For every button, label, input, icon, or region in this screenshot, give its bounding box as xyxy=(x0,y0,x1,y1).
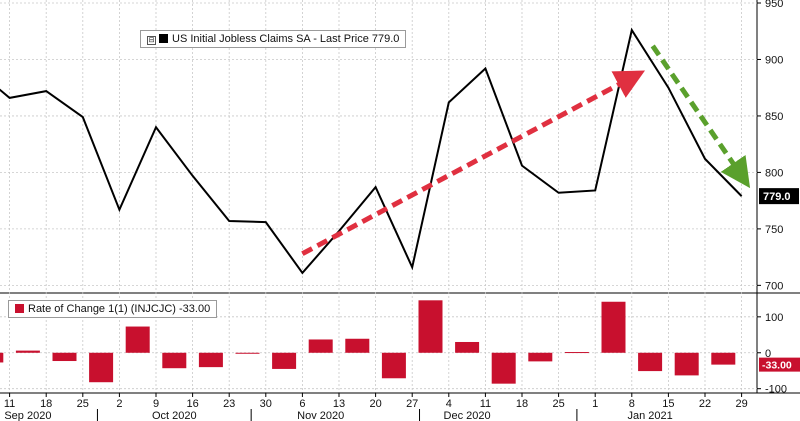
x-tick-label: 25 xyxy=(77,398,89,410)
x-tick-label: 18 xyxy=(516,398,528,410)
x-tick-label: 15 xyxy=(662,398,674,410)
x-tick-label: 25 xyxy=(552,398,564,410)
x-month-label: Nov 2020 xyxy=(297,410,344,421)
y-tick-label: 100 xyxy=(765,312,783,324)
last-value-badge xyxy=(759,357,800,372)
rate-of-change-bar xyxy=(198,352,223,368)
rate-of-change-bar xyxy=(89,352,114,383)
rate-of-change-bar xyxy=(162,352,187,369)
rate-of-change-bar xyxy=(272,352,297,369)
x-tick-label: 13 xyxy=(333,398,345,410)
legend-rate-of-change[interactable]: Rate of Change 1(1) (INJCJC) -33.00 xyxy=(8,300,218,318)
jobless-claims-panel: 700 750 800 850 900 950 779.0 xyxy=(0,0,800,393)
y-tick-label: 0 xyxy=(765,348,771,360)
x-tick-label: 2 xyxy=(116,398,122,410)
rate-of-change-bar xyxy=(528,352,553,362)
legend-label: Rate of Change 1(1) (INJCJC) -33.00 xyxy=(28,303,211,315)
x-tick-label: 11 xyxy=(4,398,15,410)
rate-of-change-bar xyxy=(711,352,736,365)
y-tick-label: 750 xyxy=(765,224,783,236)
rate-of-change-bar xyxy=(308,339,333,353)
rate-of-change-bar xyxy=(52,352,77,362)
legend-swatch-black xyxy=(159,34,168,43)
x-tick-label: 1 xyxy=(592,398,598,410)
y-tick-label: 950 xyxy=(765,0,783,10)
legend-label: US Initial Jobless Claims SA - Last Pric… xyxy=(172,33,400,45)
x-tick-label: 16 xyxy=(186,398,198,410)
y-tick-label: 900 xyxy=(765,54,783,66)
x-tick-label: 18 xyxy=(40,398,52,410)
x-tick-label: 20 xyxy=(369,398,381,410)
rate-of-change-bar xyxy=(345,338,370,353)
rate-of-change-bar xyxy=(381,352,406,379)
last-value-badge xyxy=(759,188,799,205)
rate-of-change-bar xyxy=(125,326,150,353)
x-tick-label: 27 xyxy=(406,398,418,410)
legend-jobless-claims[interactable]: ⊟ US Initial Jobless Claims SA - Last Pri… xyxy=(140,30,407,48)
collapse-icon[interactable]: ⊟ xyxy=(147,36,156,45)
x-month-label: Dec 2020 xyxy=(444,410,491,421)
y-tick-label: -100 xyxy=(765,384,787,396)
green-trend-arrow xyxy=(650,44,751,189)
rate-of-change-bar xyxy=(418,300,443,353)
rate-of-change-panel: -100 0 100 -33.00 xyxy=(0,300,800,396)
x-month-label: Sep 2020 xyxy=(4,410,51,421)
x-axis: 11 18 25 2 9 16 23 30 6 13 20 27 4 11 18 25 1 8 15 22 29Sep … xyxy=(4,393,748,421)
x-tick-label: 8 xyxy=(629,398,635,410)
rate-of-change-bar xyxy=(491,352,516,384)
last-value-label: 779.0 xyxy=(763,191,791,203)
jobless-claims-line xyxy=(0,27,743,275)
rate-of-change-bar xyxy=(638,352,663,372)
red-trend-arrow xyxy=(301,70,646,256)
rate-of-change-bar xyxy=(15,350,40,353)
x-tick-label: 6 xyxy=(299,398,305,410)
y-tick-label: 700 xyxy=(765,280,783,292)
x-tick-label: 23 xyxy=(223,398,235,410)
x-month-label: Jan 2021 xyxy=(627,410,672,421)
x-tick-label: 4 xyxy=(446,398,452,410)
x-tick-label: 9 xyxy=(153,398,159,410)
rate-of-change-bar xyxy=(674,352,699,376)
y-tick-label: 850 xyxy=(765,111,783,123)
rate-of-change-bar xyxy=(455,341,480,353)
x-tick-label: 29 xyxy=(735,398,747,410)
x-tick-label: 11 xyxy=(480,398,491,410)
y-tick-label: 800 xyxy=(765,167,783,179)
rate-of-change-bar xyxy=(0,352,4,363)
x-month-label: Oct 2020 xyxy=(152,410,197,421)
x-tick-label: 30 xyxy=(260,398,272,410)
rate-of-change-bar xyxy=(564,352,589,354)
legend-swatch-red xyxy=(15,304,24,313)
rate-of-change-bar xyxy=(601,301,626,353)
last-value-label: -33.00 xyxy=(762,360,792,372)
rate-of-change-bar xyxy=(235,352,260,354)
x-tick-label: 22 xyxy=(699,398,711,410)
